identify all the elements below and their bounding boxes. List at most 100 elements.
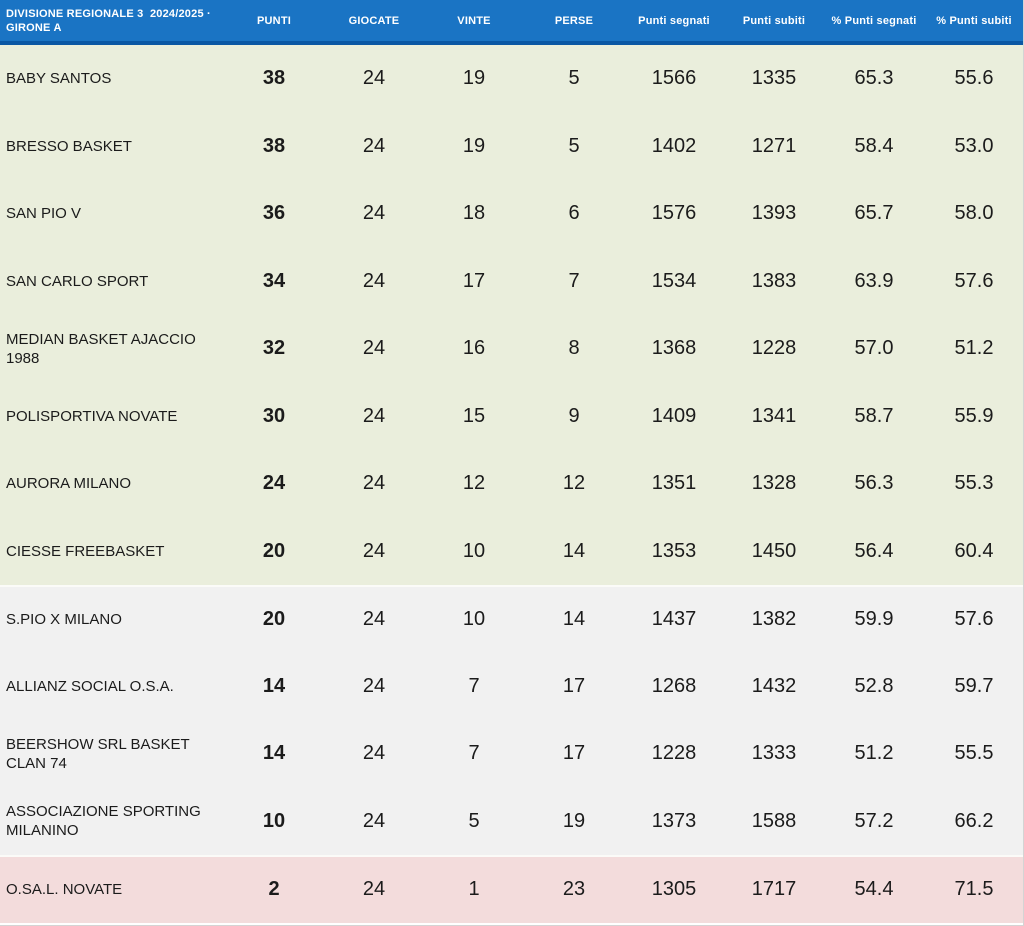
cell-pct-punti-subiti: 51.2 (954, 337, 994, 360)
cell-perse: 9 (568, 404, 580, 427)
cell-vinte: 16 (462, 337, 486, 360)
team-name: MEDIAN BASKET AJACCIO 1988 (6, 330, 196, 367)
cell-punti-segnati: 1305 (651, 878, 697, 901)
column-header: Punti segnati (638, 14, 710, 27)
column-header: GIOCATE (348, 14, 400, 27)
column-header: PERSE (554, 14, 594, 27)
cell-perse: 23 (562, 878, 586, 901)
cell-punti-subiti: 1393 (751, 202, 797, 225)
table-title-line1: DIVISIONE REGIONALE 3 2024/2025 · (6, 7, 211, 20)
cell-punti: 32 (262, 337, 286, 360)
cell-punti-segnati: 1268 (651, 674, 697, 697)
cell-pct-punti-subiti: 53.0 (954, 134, 994, 157)
cell-vinte: 7 (468, 742, 480, 765)
cell-giocate: 24 (362, 269, 386, 292)
cell-punti-subiti: 1228 (751, 337, 797, 360)
cell-pct-punti-subiti: 55.6 (954, 67, 994, 90)
team-name: BABY SANTOS (6, 70, 112, 88)
cell-pct-punti-segnati: 58.4 (854, 134, 894, 157)
cell-pct-punti-subiti: 55.9 (954, 404, 994, 427)
cell-giocate: 24 (362, 134, 386, 157)
cell-punti-segnati: 1437 (651, 608, 697, 631)
cell-giocate: 24 (362, 742, 386, 765)
cell-punti: 10 (262, 809, 286, 832)
cell-punti-subiti: 1432 (751, 674, 797, 697)
cell-pct-punti-subiti: 55.5 (954, 742, 994, 765)
cell-perse: 17 (562, 742, 586, 765)
team-name: ALLIANZ SOCIAL O.S.A. (6, 677, 174, 695)
table-row: CIESSE FREEBASKET 20 24 10 14 1353 1450 56.4 60.… (0, 517, 1023, 585)
cell-punti: 14 (262, 742, 286, 765)
cell-giocate: 24 (362, 202, 386, 225)
cell-vinte: 5 (468, 809, 480, 832)
cell-pct-punti-segnati: 59.9 (854, 608, 894, 631)
cell-pct-punti-subiti: 58.0 (954, 202, 994, 225)
cell-giocate: 24 (362, 809, 386, 832)
cell-punti: 20 (262, 608, 286, 631)
team-name: ASSOCIAZIONE SPORTING MILANINO (6, 803, 201, 840)
cell-perse: 7 (568, 269, 580, 292)
cell-punti-segnati: 1576 (651, 202, 697, 225)
cell-punti-subiti: 1717 (751, 878, 797, 901)
cell-pct-punti-segnati: 58.7 (854, 404, 894, 427)
cell-punti: 20 (262, 539, 286, 562)
cell-punti-segnati: 1228 (651, 742, 697, 765)
cell-punti: 38 (262, 134, 286, 157)
table-row: O.SA.L. NOVATE 2 24 1 23 1305 1717 54.4 71.5 (0, 855, 1023, 923)
cell-pct-punti-subiti: 71.5 (954, 878, 994, 901)
team-name: S.PIO X MILANO (6, 611, 122, 629)
table-row: ASSOCIAZIONE SPORTING MILANINO 10 24 5 19 137… (0, 787, 1023, 855)
cell-pct-punti-subiti: 59.7 (954, 674, 994, 697)
team-name: AURORA MILANO (6, 475, 132, 493)
column-header: % Punti segnati (831, 14, 917, 27)
cell-perse: 5 (568, 134, 580, 157)
table-row: AURORA MILANO 24 24 12 12 1351 1328 56.3 55.3 (0, 450, 1023, 518)
cell-vinte: 19 (462, 134, 486, 157)
cell-punti-segnati: 1402 (651, 134, 697, 157)
cell-punti-segnati: 1534 (651, 269, 697, 292)
table-row: SAN CARLO SPORT 34 24 17 7 1534 1383 63.9 57.6 (0, 247, 1023, 315)
table-title: DIVISIONE REGIONALE 3 2024/2025 · GIRONE… (0, 7, 224, 35)
cell-pct-punti-subiti: 57.6 (954, 608, 994, 631)
cell-vinte: 1 (468, 878, 480, 901)
cell-punti-subiti: 1450 (751, 539, 797, 562)
cell-punti-segnati: 1353 (651, 539, 697, 562)
cell-pct-punti-segnati: 56.4 (854, 539, 894, 562)
cell-giocate: 24 (362, 608, 386, 631)
cell-pct-punti-segnati: 65.3 (854, 67, 894, 90)
cell-perse: 19 (562, 809, 586, 832)
cell-punti-subiti: 1328 (751, 472, 797, 495)
cell-giocate: 24 (362, 337, 386, 360)
cell-pct-punti-subiti: 55.3 (954, 472, 994, 495)
cell-punti: 36 (262, 202, 286, 225)
team-name: SAN CARLO SPORT (6, 272, 149, 290)
cell-punti-subiti: 1341 (751, 404, 797, 427)
cell-punti-subiti: 1271 (751, 134, 797, 157)
column-header: VINTE (457, 14, 491, 27)
team-name: BEERSHOW SRL BASKET CLAN 74 (6, 735, 190, 772)
cell-pct-punti-subiti: 60.4 (954, 539, 994, 562)
cell-pct-punti-segnati: 54.4 (854, 878, 894, 901)
cell-pct-punti-segnati: 57.0 (854, 337, 894, 360)
cell-vinte: 18 (462, 202, 486, 225)
cell-giocate: 24 (362, 539, 386, 562)
cell-pct-punti-subiti: 66.2 (954, 809, 994, 832)
cell-giocate: 24 (362, 67, 386, 90)
cell-punti-segnati: 1351 (651, 472, 697, 495)
standings-rows: BABY SANTOS 38 24 19 5 1566 1335 65.3 55.6 BRESSO… (0, 45, 1023, 923)
team-name: CIESSE FREEBASKET (6, 542, 165, 560)
table-row: BEERSHOW SRL BASKET CLAN 74 14 24 7 17 1228 13… (0, 720, 1023, 788)
cell-vinte: 7 (468, 674, 480, 697)
cell-perse: 8 (568, 337, 580, 360)
table-header: DIVISIONE REGIONALE 3 2024/2025 · GIRONE… (0, 0, 1023, 45)
table-row: BABY SANTOS 38 24 19 5 1566 1335 65.3 55.6 (0, 45, 1023, 113)
cell-giocate: 24 (362, 878, 386, 901)
cell-perse: 14 (562, 539, 586, 562)
cell-vinte: 12 (462, 472, 486, 495)
team-name: POLISPORTIVA NOVATE (6, 407, 178, 425)
cell-punti-subiti: 1383 (751, 269, 797, 292)
cell-punti-segnati: 1409 (651, 404, 697, 427)
cell-perse: 5 (568, 67, 580, 90)
column-header: Punti subiti (742, 14, 806, 27)
